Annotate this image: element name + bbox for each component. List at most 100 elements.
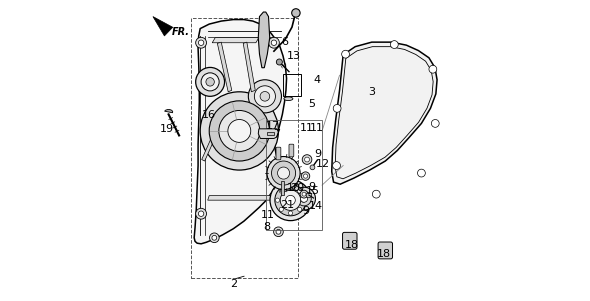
Circle shape	[201, 73, 219, 91]
Circle shape	[209, 233, 219, 243]
Circle shape	[271, 161, 296, 185]
Circle shape	[391, 41, 398, 48]
Circle shape	[301, 172, 310, 180]
Circle shape	[279, 207, 283, 211]
Circle shape	[212, 235, 217, 240]
Circle shape	[293, 187, 316, 210]
Polygon shape	[153, 17, 173, 36]
Text: 16: 16	[202, 110, 216, 120]
FancyBboxPatch shape	[343, 232, 357, 249]
Bar	[283, 74, 301, 96]
Circle shape	[302, 192, 306, 196]
FancyBboxPatch shape	[276, 147, 281, 160]
Circle shape	[429, 65, 437, 73]
Text: 11: 11	[300, 123, 314, 133]
Text: 18: 18	[345, 240, 359, 250]
Polygon shape	[165, 110, 173, 113]
Text: 11: 11	[261, 210, 275, 220]
Circle shape	[196, 208, 206, 219]
Text: 20: 20	[290, 183, 304, 193]
Circle shape	[270, 180, 311, 221]
Circle shape	[289, 185, 293, 189]
Circle shape	[260, 92, 270, 101]
Text: 8: 8	[264, 222, 271, 232]
Circle shape	[372, 190, 380, 198]
Polygon shape	[194, 20, 287, 244]
Circle shape	[300, 190, 308, 198]
Circle shape	[219, 110, 260, 151]
Bar	[267, 120, 322, 230]
Circle shape	[254, 86, 276, 107]
Text: 7: 7	[273, 129, 280, 139]
Circle shape	[276, 59, 283, 65]
Circle shape	[206, 78, 214, 86]
Circle shape	[297, 189, 301, 193]
Text: 11: 11	[310, 123, 325, 133]
Polygon shape	[202, 132, 217, 161]
Circle shape	[274, 227, 283, 237]
Circle shape	[302, 155, 312, 164]
Circle shape	[342, 50, 349, 58]
Bar	[281, 181, 284, 195]
Circle shape	[248, 80, 281, 113]
Circle shape	[310, 165, 315, 170]
Ellipse shape	[284, 97, 293, 101]
Circle shape	[198, 40, 204, 45]
Bar	[267, 132, 274, 135]
Circle shape	[333, 104, 341, 112]
Circle shape	[297, 191, 312, 206]
Polygon shape	[258, 12, 270, 68]
Polygon shape	[243, 42, 255, 92]
Circle shape	[333, 162, 340, 169]
FancyBboxPatch shape	[378, 242, 392, 259]
Text: 13: 13	[287, 51, 301, 61]
Circle shape	[289, 211, 293, 215]
Text: 9: 9	[308, 182, 315, 192]
Circle shape	[297, 207, 301, 211]
Circle shape	[431, 119, 439, 127]
Text: 10: 10	[287, 183, 300, 193]
Circle shape	[301, 198, 306, 202]
Circle shape	[291, 9, 300, 17]
Circle shape	[196, 37, 206, 48]
Circle shape	[280, 190, 301, 210]
Text: 6: 6	[281, 37, 288, 47]
Text: 9: 9	[314, 148, 321, 159]
Text: 19: 19	[159, 124, 173, 135]
Circle shape	[286, 195, 296, 205]
Text: 2: 2	[230, 279, 237, 290]
Circle shape	[200, 92, 278, 170]
Text: FR.: FR.	[172, 26, 190, 37]
Polygon shape	[332, 42, 437, 184]
Circle shape	[228, 119, 251, 142]
Circle shape	[303, 174, 307, 178]
Circle shape	[279, 189, 283, 193]
Circle shape	[277, 167, 290, 179]
Circle shape	[196, 67, 225, 96]
Text: 9: 9	[302, 206, 309, 216]
Text: 15: 15	[306, 186, 319, 196]
Text: 12: 12	[316, 159, 330, 169]
Circle shape	[418, 169, 425, 177]
Text: 3: 3	[368, 87, 375, 97]
Circle shape	[276, 198, 280, 202]
Bar	[191, 18, 298, 278]
Circle shape	[300, 195, 307, 202]
Text: 21: 21	[280, 200, 294, 210]
Circle shape	[209, 101, 270, 161]
Polygon shape	[212, 38, 259, 43]
Circle shape	[271, 40, 277, 45]
Circle shape	[276, 229, 281, 234]
Circle shape	[275, 185, 306, 216]
Circle shape	[268, 37, 279, 48]
Polygon shape	[217, 42, 232, 92]
Text: 17: 17	[266, 121, 280, 131]
Circle shape	[306, 192, 312, 198]
Circle shape	[198, 211, 204, 216]
Text: 18: 18	[377, 249, 391, 259]
FancyBboxPatch shape	[289, 144, 294, 157]
Text: 14: 14	[309, 201, 323, 211]
Text: 4: 4	[313, 75, 320, 85]
Polygon shape	[258, 129, 278, 138]
Text: 5: 5	[308, 99, 315, 109]
